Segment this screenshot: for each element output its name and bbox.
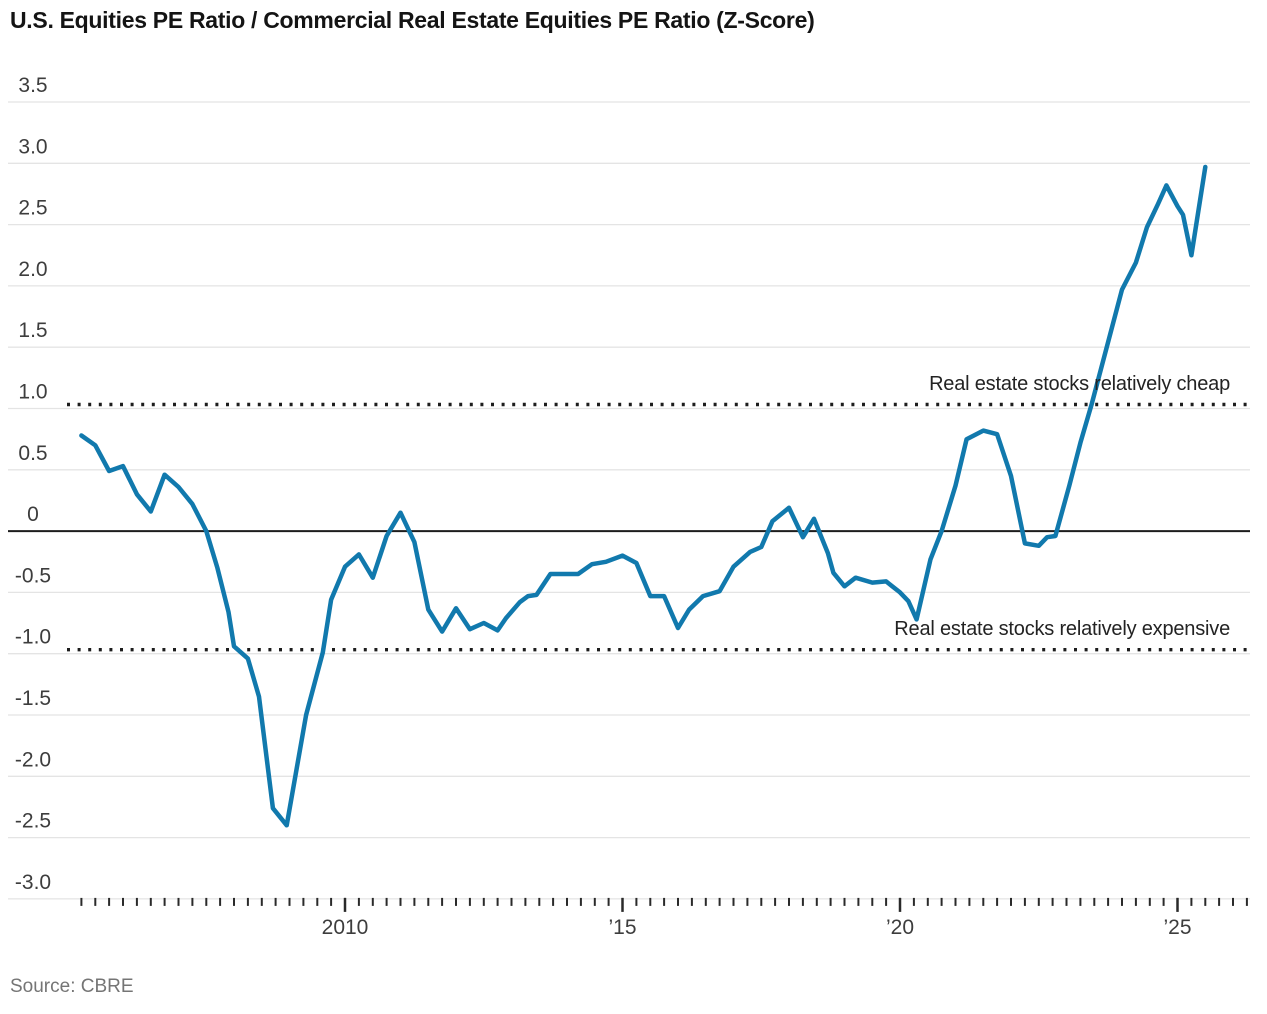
annotation-expensive-label: Real estate stocks relatively expensive (894, 618, 1230, 640)
y-tick-label: 3.5 (18, 74, 47, 97)
y-tick-label: -1.0 (15, 626, 51, 649)
x-tick-label: 2010 (322, 916, 369, 939)
y-tick-label: -2.0 (15, 748, 51, 771)
y-tick-label: -3.0 (15, 871, 51, 894)
source-note: Source: CBRE (10, 976, 134, 997)
line-chart-canvas: 3.5 3.0 2.5 2.0 1.5 1.0 0.5 0 -0.5 -1.0 -1.5 -2.0 -2… (8, 74, 1250, 939)
x-tick-label: ’15 (608, 916, 636, 939)
y-tick-label: 3.0 (18, 135, 47, 158)
x-tick-label: ’25 (1163, 916, 1191, 939)
chart-title: U.S. Equities PE Ratio / Commercial Real… (10, 7, 815, 33)
y-tick-label: -0.5 (15, 564, 51, 587)
y-tick-label: 1.0 (18, 381, 47, 404)
y-tick-label: 2.0 (18, 258, 47, 281)
annotation-cheap-label: Real estate stocks relatively cheap (929, 373, 1230, 395)
y-tick-label: -2.5 (15, 810, 51, 833)
y-tick-label: -1.5 (15, 687, 51, 710)
x-tick-label: ’20 (886, 916, 914, 939)
zscore-series-line (79, 164, 1208, 828)
y-tick-label: 0 (27, 503, 39, 526)
y-tick-label: 1.5 (18, 319, 47, 342)
y-tick-label: 2.5 (18, 197, 47, 220)
y-tick-label: 0.5 (18, 442, 47, 465)
